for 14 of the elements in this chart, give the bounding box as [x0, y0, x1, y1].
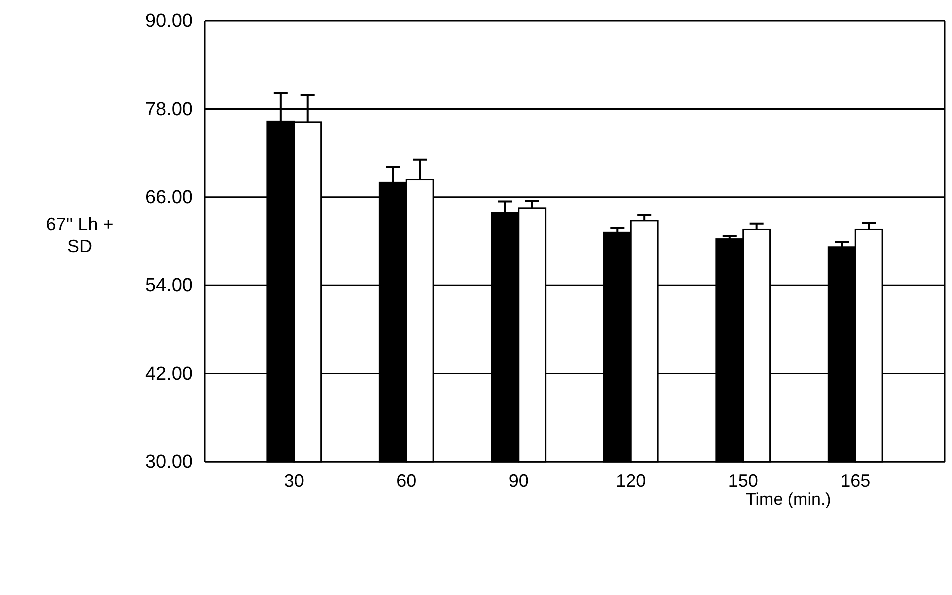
y-tick-label: 30.00 [145, 452, 193, 474]
x-tick-label: 150 [728, 470, 758, 491]
y-tick-label: 42.00 [145, 364, 193, 385]
x-tick-label: 30 [284, 470, 304, 491]
y-tick-label: 66.00 [145, 187, 193, 208]
y-axis-title: 67'' Lh + SD [46, 214, 114, 256]
x-tick-label: 165 [840, 470, 871, 491]
x-axis-title: Time (min.) [746, 490, 832, 509]
x-tick-label: 60 [396, 470, 417, 491]
y-tick-label: 54.00 [145, 276, 193, 297]
y-tick-label: 78.00 [145, 99, 193, 120]
x-tick-label: 120 [616, 470, 646, 491]
y-tick-label: 90.00 [145, 11, 193, 32]
x-tick-label: 90 [508, 470, 529, 491]
